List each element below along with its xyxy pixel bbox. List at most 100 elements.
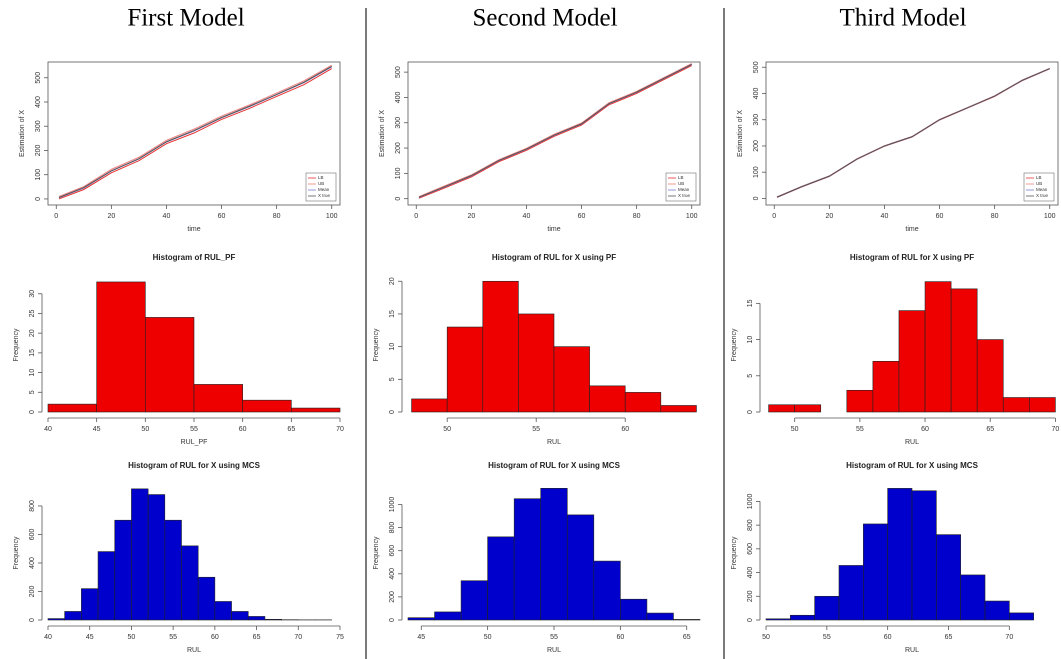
x-tick-label: 45: [86, 634, 94, 641]
y-axis-label: Frequency: [731, 328, 738, 362]
y-tick-label: 300: [35, 120, 42, 132]
x-tick-label: 50: [141, 426, 149, 433]
y-tick-label: 0: [747, 410, 754, 414]
y-tick-label: 400: [747, 567, 754, 579]
bar: [434, 611, 462, 621]
bar: [518, 313, 555, 413]
y-tick-label: 10: [29, 369, 36, 377]
x-tick-label: 45: [93, 426, 101, 433]
y-tick-label: 500: [35, 72, 42, 84]
y-tick-label: 300: [395, 117, 402, 129]
y-tick-label: 10: [389, 343, 396, 351]
series-line: [776, 68, 1050, 198]
chart-title: Histogram of RUL for X using PF: [492, 253, 616, 262]
bar: [460, 580, 488, 621]
legend-label: X true: [678, 193, 691, 198]
y-axis-label: Frequency: [13, 536, 20, 570]
bar: [898, 310, 926, 413]
x-tick-label: 40: [44, 634, 52, 641]
y-tick-label: 800: [389, 522, 396, 534]
x-tick-label: 65: [945, 634, 953, 641]
x-tick-label: 70: [1051, 426, 1059, 433]
bar: [487, 536, 515, 621]
bar: [814, 595, 840, 621]
y-tick-label: 400: [395, 91, 402, 103]
x-tick-label: 55: [823, 634, 831, 641]
bar: [411, 398, 448, 413]
y-tick-label: 300: [753, 114, 760, 126]
series-line: [58, 65, 332, 198]
column-heading: Second Model: [472, 5, 617, 32]
y-tick-label: 200: [29, 586, 36, 598]
bar: [81, 588, 99, 621]
x-axis-label: RUL: [547, 647, 561, 654]
y-axis-label: Estimation of X: [737, 110, 744, 157]
x-tick-label: 60: [239, 426, 247, 433]
plot-frame: [765, 61, 1059, 206]
legend-label: Mean: [318, 187, 330, 192]
legend-label: LB: [318, 175, 324, 180]
y-tick-label: 500: [753, 61, 760, 73]
bar: [64, 611, 82, 621]
bar: [1009, 612, 1034, 621]
x-axis-label: time: [905, 226, 918, 233]
x-tick-label: 60: [218, 213, 226, 220]
legend-label: UB: [678, 181, 684, 186]
y-tick-label: 0: [29, 410, 36, 414]
y-tick-label: 1000: [389, 497, 396, 513]
x-tick-label: 80: [633, 213, 641, 220]
bar: [911, 490, 937, 621]
bar: [768, 404, 795, 413]
bar: [593, 560, 621, 621]
x-tick-label: 0: [772, 213, 776, 220]
legend-label: LB: [1036, 175, 1042, 180]
x-tick-label: 50: [484, 634, 492, 641]
bar: [164, 519, 182, 621]
y-tick-label: 0: [29, 618, 36, 622]
chart-title: Histogram of RUL for X using MCS: [488, 461, 621, 470]
x-tick-label: 65: [253, 634, 261, 641]
bar: [47, 618, 65, 621]
bar: [566, 514, 595, 621]
bar: [950, 288, 978, 413]
bar: [147, 494, 166, 621]
x-tick-label: 55: [856, 426, 864, 433]
x-tick-label: 20: [467, 213, 475, 220]
bar: [887, 488, 913, 621]
bar: [984, 600, 1010, 621]
y-tick-label: 200: [747, 590, 754, 602]
bar: [242, 399, 292, 413]
bar: [47, 403, 97, 413]
y-tick-label: 5: [389, 377, 396, 381]
bar: [231, 611, 249, 621]
bar: [193, 384, 243, 413]
y-tick-label: 200: [35, 145, 42, 157]
x-axis-label: RUL_PF: [181, 439, 208, 446]
x-tick-label: 45: [417, 634, 425, 641]
x-tick-label: 70: [294, 634, 302, 641]
plot-frame: [47, 61, 341, 206]
legend-label: UB: [318, 181, 324, 186]
x-tick-label: 75: [336, 634, 344, 641]
x-tick-label: 100: [686, 213, 698, 220]
bar: [936, 534, 961, 621]
x-tick-label: 60: [578, 213, 586, 220]
bar: [181, 545, 199, 621]
y-tick-label: 800: [747, 519, 754, 531]
y-tick-label: 20: [389, 277, 396, 285]
x-tick-label: 20: [825, 213, 833, 220]
y-tick-label: 600: [389, 545, 396, 557]
x-tick-label: 80: [991, 213, 999, 220]
y-tick-label: 600: [747, 543, 754, 555]
bar: [97, 551, 116, 621]
bar: [863, 523, 888, 621]
plot-frame: [407, 61, 701, 206]
y-tick-label: 200: [395, 142, 402, 154]
y-tick-label: 600: [29, 529, 36, 541]
bar: [197, 576, 216, 621]
bar: [589, 385, 626, 413]
bar: [131, 488, 149, 621]
legend-label: LB: [678, 175, 684, 180]
legend-label: Mean: [678, 187, 690, 192]
